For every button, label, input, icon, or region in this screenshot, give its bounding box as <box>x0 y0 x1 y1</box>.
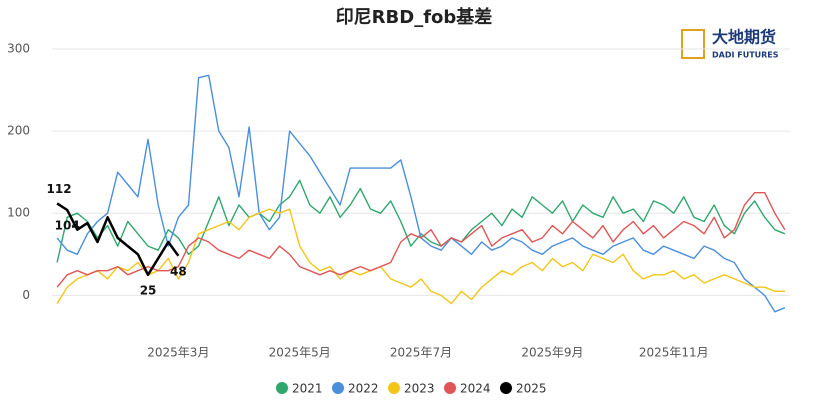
series-line <box>56 202 180 277</box>
legend-label: 2023 <box>404 382 435 396</box>
legend-label: 2022 <box>348 382 379 396</box>
legend-marker <box>276 382 288 394</box>
x-tick-label: 2025年5月 <box>269 346 331 360</box>
y-tick-label: 100 <box>7 206 30 220</box>
legend-label: 2021 <box>292 382 323 396</box>
series-line <box>56 208 785 305</box>
chart-title: 印尼RBD_fob基差 <box>336 6 493 28</box>
data-label: 104 <box>55 218 80 232</box>
x-tick-label: 2025年3月 <box>147 346 209 360</box>
logo-name: 大地期货 <box>712 28 776 47</box>
y-tick-label: 300 <box>7 42 30 56</box>
y-tick-label: 0 <box>22 288 30 302</box>
x-tick-label: 2025年9月 <box>521 346 583 360</box>
legend-label: 2025 <box>516 382 547 396</box>
logo-icon <box>681 29 705 59</box>
data-label: 112 <box>47 182 72 196</box>
series-line <box>56 192 786 288</box>
legend-marker <box>332 382 344 394</box>
legend-marker <box>500 382 512 394</box>
legend-marker <box>388 382 400 394</box>
x-tick-label: 2025年11月 <box>639 346 709 360</box>
y-tick-label: 200 <box>7 124 30 138</box>
data-label: 48 <box>170 264 187 278</box>
x-tick-label: 2025年7月 <box>390 346 452 360</box>
legend-marker <box>444 382 456 394</box>
series-line <box>56 179 786 263</box>
legend-label: 2024 <box>460 382 491 396</box>
data-label: 25 <box>140 283 157 297</box>
logo-sub: DADI FUTURES <box>712 51 779 60</box>
series-line <box>56 74 786 313</box>
